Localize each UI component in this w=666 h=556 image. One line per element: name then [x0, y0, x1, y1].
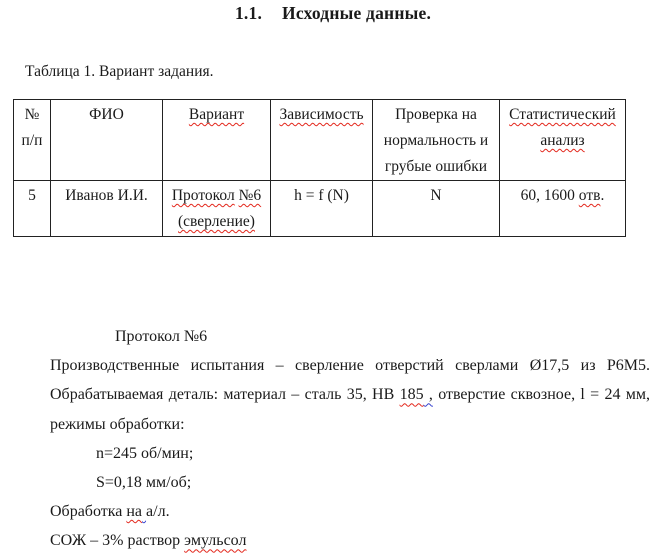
header-variant-text: Вариант: [188, 106, 245, 123]
cell-num: 5: [13, 180, 51, 237]
cell-variant-word1: Протокол: [171, 187, 235, 204]
protocol-line5-word: эмульсол: [184, 532, 247, 550]
protocol-line2-comma: ,: [423, 386, 433, 404]
protocol-line2-num: 185: [399, 386, 424, 404]
protocol-title: Протокол №6: [115, 328, 208, 345]
protocol-mode2: S=0,18 мм/об;: [96, 473, 192, 491]
protocol-line2-part1: Обрабатываемая деталь: материал – сталь …: [50, 386, 395, 404]
table-data-row: 5 Иванов И.И. Протокол №6 (сверление) h …: [13, 180, 626, 237]
cell-variant-line2: (сверление): [166, 209, 267, 235]
header-cell-dependency: Зависимость: [270, 99, 373, 181]
header-stat-word1: Статистический: [509, 106, 616, 123]
cell-stat-suffix: .: [600, 187, 605, 204]
table-header-row: № п/п ФИО Вариант Зависимость Проверка н…: [13, 99, 626, 181]
header-cell-fio: ФИО: [50, 99, 163, 181]
section-number: 1.1.: [234, 3, 263, 23]
section-title: Исходные данные.: [282, 3, 432, 23]
protocol-line4-part1: Обработка: [50, 503, 123, 521]
header-cell-stat: Статистический анализ: [499, 99, 626, 181]
header-cell-check: Проверка на нормальность и грубые ошибки: [372, 99, 500, 181]
protocol-line2: Обрабатываемая деталь: материал – сталь …: [50, 380, 650, 409]
table-caption: Таблица 1. Вариант задания.: [25, 63, 214, 80]
cell-check: N: [372, 180, 500, 237]
header-cell-num: № п/п: [13, 99, 51, 181]
header-num-line2: п/п: [21, 132, 43, 149]
cell-stat-word: отв: [578, 187, 601, 204]
protocol-line4-word: на: [126, 503, 143, 521]
cell-stat-prefix: 60, 1600: [520, 187, 575, 204]
cell-stat: 60, 1600 отв.: [499, 180, 626, 237]
header-num-line1: №: [24, 106, 40, 123]
header-dependency-text: Зависимость: [279, 106, 364, 123]
protocol-line4: Обработка на а/л.: [50, 497, 650, 526]
section-heading: 1.1. Исходные данные.: [0, 3, 666, 24]
cell-variant-line2-text: (сверление): [178, 213, 255, 230]
protocol-line1: Производственные испытания – сверление о…: [50, 357, 650, 375]
cell-variant-word2: №6: [238, 187, 262, 204]
protocol-section: Протокол №6 Производственные испытания –…: [50, 322, 650, 556]
header-cell-variant: Вариант: [162, 99, 271, 181]
cell-fio: Иванов И.И.: [50, 180, 163, 237]
cell-variant-line1: Протокол №6: [166, 183, 267, 209]
protocol-line5: СОЖ – 3% раствор эмульсол: [50, 526, 650, 555]
variant-table: № п/п ФИО Вариант Зависимость Проверка н…: [13, 99, 626, 237]
cell-dependency: h = f (N): [270, 180, 373, 237]
header-stat-word2: анализ: [540, 132, 585, 149]
protocol-line2-part2: отверстие сквозное, l = 24 мм,: [438, 386, 651, 404]
protocol-line4-part2: а/л.: [146, 503, 170, 521]
protocol-line5-part1: СОЖ – 3% раствор: [50, 532, 181, 550]
protocol-mode1: n=245 об/мин;: [96, 444, 194, 462]
cell-variant: Протокол №6 (сверление): [162, 180, 271, 237]
protocol-line3: режимы обработки:: [50, 415, 185, 433]
